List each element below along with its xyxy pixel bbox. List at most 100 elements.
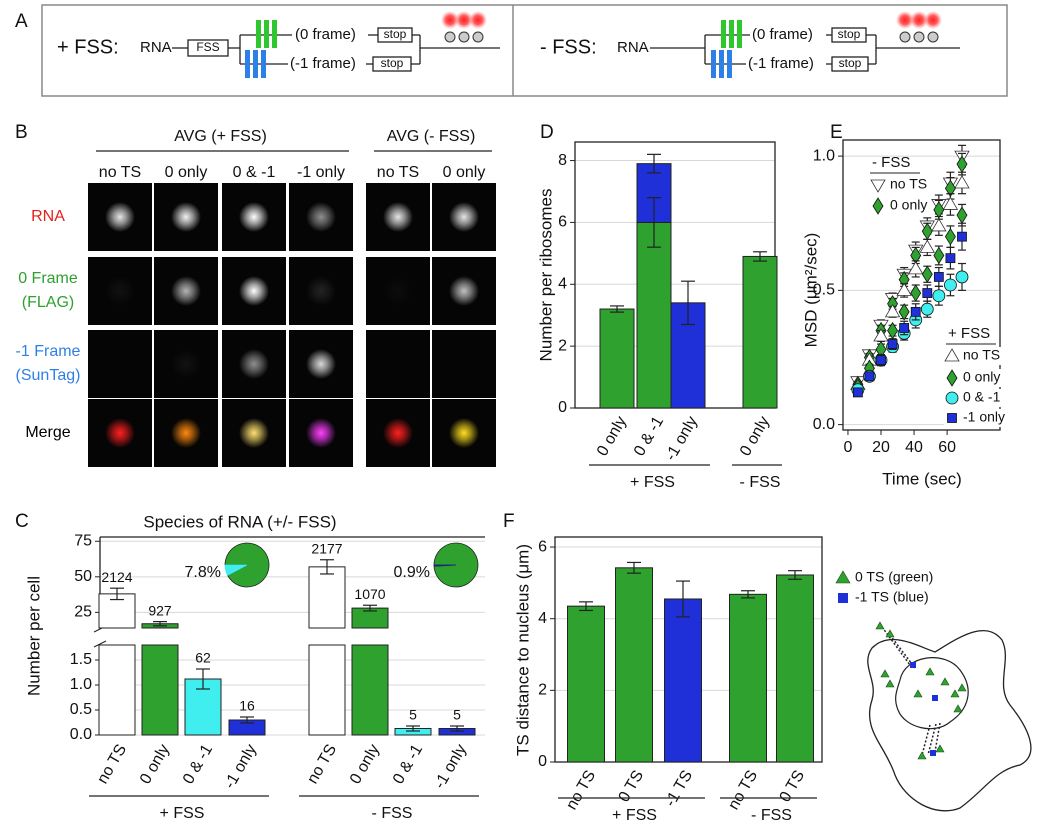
y-tick-label: 2 <box>558 337 567 354</box>
spot <box>306 349 336 379</box>
y-tick-label: 0.5 <box>813 282 835 299</box>
frame-label: (-1 frame) <box>748 55 814 72</box>
x-tick-label: no TS <box>725 768 761 813</box>
x-tick-label: -1 only <box>662 414 701 464</box>
spot <box>449 418 479 448</box>
legend-backdrop <box>944 409 1004 427</box>
x-tick-label: 0 TS <box>616 768 647 806</box>
column-label: 0 only <box>165 164 208 181</box>
point <box>942 196 959 210</box>
y-tick-label: 1.5 <box>70 651 92 668</box>
bar <box>351 644 389 736</box>
point <box>920 302 934 316</box>
count-label: 62 <box>195 650 211 666</box>
spot <box>171 202 201 232</box>
panel-a: + FSS: RNA FSS (0 frame) stop (-1 frame)… <box>41 4 1008 97</box>
point <box>956 206 968 224</box>
group-title: AVG (- FSS) <box>387 128 476 145</box>
legend-label: 0 TS (green) <box>855 569 933 585</box>
bar-segment <box>636 221 672 409</box>
point <box>884 304 901 318</box>
legend-title: + FSS <box>948 325 990 342</box>
frame-bars <box>711 20 742 78</box>
spot <box>306 202 336 232</box>
count-label: 16 <box>239 698 255 714</box>
point <box>945 253 956 264</box>
spot <box>239 349 269 379</box>
y-tick-label: 25 <box>74 604 92 621</box>
x-tick-label: 0 <box>844 439 853 456</box>
point <box>954 175 970 189</box>
frame-bars <box>245 20 277 78</box>
y-tick-label: 0.5 <box>70 701 92 718</box>
x-tick-label: 0 & -1 <box>180 742 216 788</box>
spot <box>105 202 135 232</box>
legend-marker <box>944 348 960 362</box>
bar <box>567 605 605 763</box>
spot <box>306 276 336 306</box>
frame-label: (0 frame) <box>295 26 356 43</box>
y-tick-label: 6 <box>538 538 547 555</box>
x-tick-label: 60 <box>938 439 956 456</box>
bar <box>98 644 136 736</box>
spot <box>239 202 269 232</box>
x-tick-label: no TS <box>94 742 130 787</box>
legend-label: no TS <box>963 347 1000 363</box>
chart-title: Species of RNA (+/- FSS) <box>143 512 336 531</box>
point <box>898 303 910 321</box>
count-label: 5 <box>453 707 461 723</box>
construct-label: - FSS: <box>540 36 597 58</box>
count-label: 1070 <box>354 586 385 602</box>
bar <box>776 574 814 763</box>
row-label: 0 Frame <box>18 270 78 287</box>
point <box>864 371 875 382</box>
frame-label: (-1 frame) <box>290 55 356 72</box>
point <box>852 387 863 398</box>
point <box>910 306 921 317</box>
y-tick-label: 4 <box>538 610 547 627</box>
legend-marker <box>945 391 959 405</box>
stop-label: stop <box>838 27 861 41</box>
point <box>933 272 944 282</box>
legend-label: -1 only <box>963 409 1005 425</box>
bar <box>729 593 767 763</box>
y-tick-label: 6 <box>558 214 567 231</box>
legend-backdrop <box>944 389 1004 407</box>
legend-backdrop <box>870 197 930 215</box>
y-tick-label: 2 <box>538 682 547 699</box>
column-label: no TS <box>99 164 141 181</box>
ribosomes <box>441 11 487 43</box>
spot <box>239 418 269 448</box>
count-label: 2124 <box>101 569 132 585</box>
pie-label: 0.9% <box>394 564 430 581</box>
pie-slice <box>224 564 248 576</box>
spot <box>383 202 413 232</box>
x-tick-label: -1 TS <box>662 768 696 810</box>
row-label: (SunTag) <box>16 367 81 384</box>
x-tick-label: no TS <box>304 742 340 787</box>
panel-label: B <box>15 122 28 143</box>
bar <box>664 598 702 763</box>
x-tick-label: 0 only <box>137 742 173 787</box>
point <box>956 155 968 173</box>
x-tick-label: 0 & -1 <box>631 414 667 460</box>
y-tick-label: 8 <box>558 152 567 169</box>
y-tick-label: 4 <box>558 275 567 292</box>
x-tick-label: 20 <box>872 439 890 456</box>
group-label: - FSS <box>751 807 792 824</box>
column-label: 0 only <box>443 164 486 181</box>
legend-label: 0 & -1 <box>963 389 1001 405</box>
spot <box>239 276 269 306</box>
construct-label: + FSS: <box>57 36 119 58</box>
point <box>944 278 957 292</box>
y-tick-label: 0.0 <box>70 726 92 743</box>
point <box>910 284 922 302</box>
point <box>899 323 910 333</box>
bar <box>615 567 653 763</box>
group-title: AVG (+ FSS) <box>174 128 267 145</box>
rna-label: RNA <box>140 39 172 56</box>
spot <box>171 349 201 379</box>
axis-break <box>93 640 107 648</box>
column-label: no TS <box>377 164 419 181</box>
